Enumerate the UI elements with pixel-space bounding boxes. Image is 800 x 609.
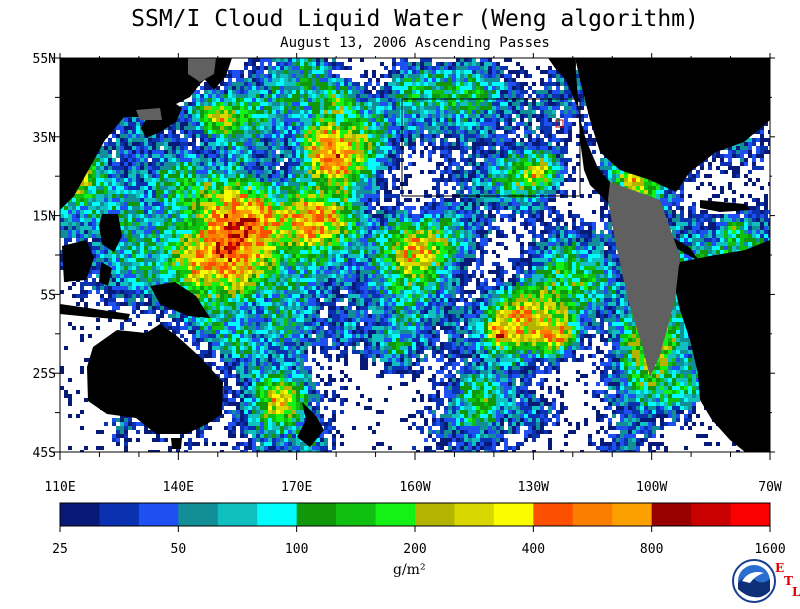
colorbar-swatch — [257, 503, 297, 526]
colorbar-swatch — [139, 503, 179, 526]
colorbar-swatch — [336, 503, 376, 526]
colorbar-swatch — [533, 503, 573, 526]
no-data-gap-bering — [136, 108, 162, 120]
lat-label: 15N — [33, 210, 56, 225]
noaa-logo — [732, 559, 778, 609]
lon-label: 70W — [758, 480, 782, 495]
lon-label: 130W — [518, 480, 549, 495]
etl-letter-e: E — [775, 561, 784, 575]
lat-label: 25S — [33, 367, 56, 382]
colorbar-tick-label: 25 — [52, 542, 68, 557]
colorbar-tick-label: 1600 — [754, 542, 785, 557]
colorbar-swatch — [60, 503, 100, 526]
colorbar-swatch — [218, 503, 258, 526]
units-label: g/m² — [393, 562, 426, 578]
colorbar-tick-label: 50 — [171, 542, 187, 557]
lon-label: 110E — [44, 480, 75, 495]
colorbar-swatch — [691, 503, 731, 526]
lat-label: 45S — [33, 446, 56, 461]
colorbar-swatch — [612, 503, 652, 526]
colorbar-swatch — [573, 503, 613, 526]
colorbar-tick-label: 800 — [640, 542, 663, 557]
colorbar-swatch — [731, 503, 771, 526]
colorbar-swatch — [415, 503, 455, 526]
colorbar-swatch — [99, 503, 139, 526]
colorbar-swatch — [376, 503, 416, 526]
colorbar — [60, 503, 771, 532]
colorbar-swatch — [454, 503, 494, 526]
tasmania — [171, 438, 182, 449]
lat-label: 55N — [33, 52, 56, 67]
colorbar-tick-label: 200 — [403, 542, 426, 557]
colorbar-tick-label: 100 — [285, 542, 308, 557]
colorbar-swatch — [297, 503, 337, 526]
lon-label: 100W — [636, 480, 667, 495]
colorbar-swatch — [494, 503, 534, 526]
colorbar-swatch — [652, 503, 692, 526]
latitude-labels: 55N 35N 15N 5S 25S 45S — [33, 52, 56, 461]
etl-letter-l: L — [792, 585, 800, 599]
longitude-labels: 110E 140E 170E 160W 130W 100W 70W — [44, 480, 782, 495]
lon-label: 160W — [399, 480, 430, 495]
colorbar-tick-label: 400 — [522, 542, 545, 557]
colorbar-swatch — [178, 503, 218, 526]
noaa-emblem-icon — [732, 559, 778, 605]
lon-label: 140E — [163, 480, 194, 495]
lat-label: 5S — [40, 288, 56, 303]
lat-label: 35N — [33, 131, 56, 146]
lon-label: 170E — [281, 480, 312, 495]
